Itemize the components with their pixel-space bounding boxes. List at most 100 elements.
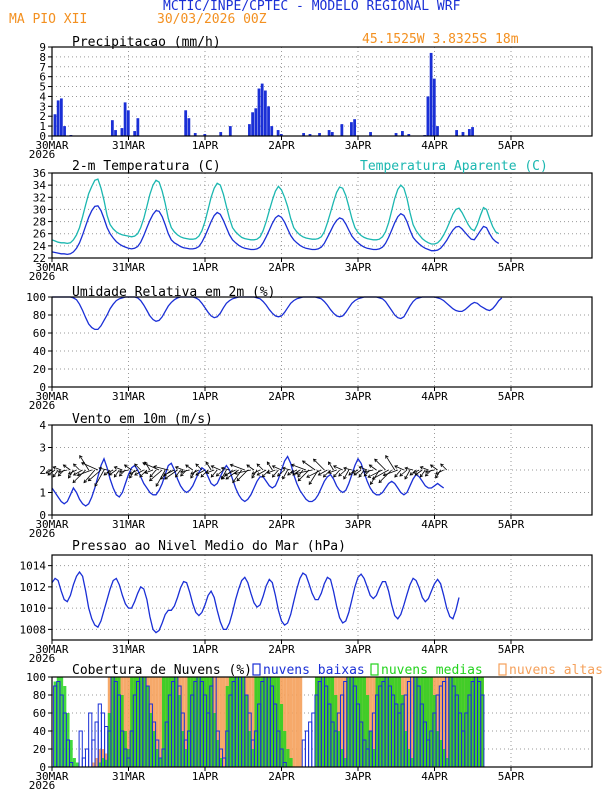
wind-vector-head [295, 471, 299, 475]
clouds-ytick-label: 60 [33, 707, 46, 720]
wind-vector-head [139, 473, 143, 478]
cloud-bar-altas [158, 677, 162, 767]
cloud-bar-medias [273, 677, 277, 767]
wind-vector-head [412, 470, 417, 474]
cloud-bar-medias [362, 677, 366, 767]
cloud-bar-medias [464, 677, 468, 767]
wind-vector-head [246, 464, 250, 468]
cloud-bar-medias [375, 677, 379, 767]
cloud-bar-medias [168, 677, 172, 767]
cloud-bar-medias [286, 749, 290, 767]
wind-vector-head [370, 481, 374, 486]
cloud-bar-medias [407, 749, 411, 767]
precip-bar [120, 128, 124, 136]
precip-bar [353, 119, 357, 136]
wind-vector-head [367, 474, 372, 478]
wind-vector-head [190, 471, 194, 475]
precip-bar [426, 96, 430, 136]
wind-vector [282, 469, 288, 480]
cloud-bar-medias [56, 677, 60, 767]
wind-vector-head [106, 470, 111, 474]
cloud-bar-medias [130, 677, 134, 767]
wind-vector-head [159, 476, 164, 480]
precip-ytick-label: 8 [39, 51, 46, 64]
clouds-frame [51, 676, 593, 768]
wind-vector-head [76, 472, 81, 477]
cloud-bar-altas [155, 677, 159, 767]
cloud-bar-altas [372, 677, 376, 767]
wind-vector-head [308, 481, 313, 486]
wind-vector [77, 469, 92, 476]
precip-bar [184, 110, 188, 136]
wind-vector [246, 464, 255, 471]
pressure-xtick-label: 30MAR [35, 643, 68, 656]
wind-vector [251, 469, 261, 475]
wind-vector [175, 466, 184, 471]
clouds-xtick-label: 31MAR [112, 770, 145, 783]
cloud-bar-medias [248, 731, 252, 767]
temperature-xtick-label: 5APR [498, 261, 525, 274]
cloud-bar-medias [369, 731, 373, 767]
wind-vector-head [220, 466, 225, 471]
wind-vector [297, 469, 304, 478]
wind-vector-head [103, 472, 108, 476]
cloud-bar-altas [248, 677, 252, 767]
wind-vector [385, 455, 396, 471]
cloud-bar-medias [219, 758, 223, 767]
precip-bar [263, 90, 267, 136]
wind-vector [291, 464, 307, 471]
cloud-bar-altas [126, 677, 131, 767]
cloud-bar-altas [216, 677, 220, 767]
cloud-bar-medias [471, 677, 475, 767]
wind-vector-head [363, 472, 368, 477]
pressure-xtick-label: 5APR [498, 643, 525, 656]
wind-xtick-label: 4APR [421, 518, 448, 531]
temperature-xtick-label: 2APR [268, 261, 295, 274]
wind-vector-head [351, 470, 356, 474]
cloud-bar-medias [212, 713, 217, 767]
cloud-bar-altas [91, 762, 96, 767]
cloud-bar-altas [369, 677, 373, 767]
precip-bar [126, 110, 130, 136]
wind-vector-head [149, 473, 154, 478]
wind-vector-head [399, 473, 403, 477]
wind-vector [175, 469, 181, 478]
wind-vector [195, 463, 203, 471]
pressure-ytick-label: 1010 [20, 602, 47, 615]
wind-vector [163, 469, 175, 476]
precip-ytick-label: 1 [39, 120, 46, 133]
precip-ytick-label: 2 [39, 110, 46, 123]
wind-vector-head [368, 464, 373, 468]
wind-vector [113, 469, 120, 478]
precip-ytick-label: 6 [39, 71, 46, 84]
wind-vector-head [205, 461, 209, 466]
cloud-bar-medias [133, 677, 137, 767]
precip-bar [401, 131, 404, 136]
wind-vector [374, 458, 386, 471]
pressure-ytick-label: 1014 [20, 560, 47, 573]
wind-vector-head [414, 472, 419, 476]
cloud-bar-altas [286, 677, 290, 767]
wind-vector-head [62, 464, 67, 468]
precip-bar [257, 88, 261, 136]
cloud-bar-altas [184, 677, 188, 767]
wind-vector-head [332, 465, 337, 469]
precip-ytick-label: 9 [39, 41, 46, 54]
wind-vector-head [68, 474, 72, 479]
wind-ytick-label: 1 [39, 487, 46, 500]
wind-vector-head [118, 472, 123, 477]
wind-vector-head [123, 464, 128, 468]
humidity-xtick-label: 30MAR [35, 390, 68, 403]
wind-vector-head [225, 476, 230, 480]
precip-bar [254, 108, 258, 136]
wind-vector [266, 461, 273, 471]
wind-vector [185, 464, 193, 471]
clouds-ytick-label: 20 [33, 743, 46, 756]
wind-vector-head [404, 466, 409, 471]
wind-vector-head [306, 474, 310, 478]
wind-vector-head [118, 469, 123, 474]
wind-vector [353, 469, 362, 476]
wind-vector-head [164, 476, 168, 480]
precip-bar [429, 52, 433, 136]
cloud-bar-medias [187, 677, 191, 767]
